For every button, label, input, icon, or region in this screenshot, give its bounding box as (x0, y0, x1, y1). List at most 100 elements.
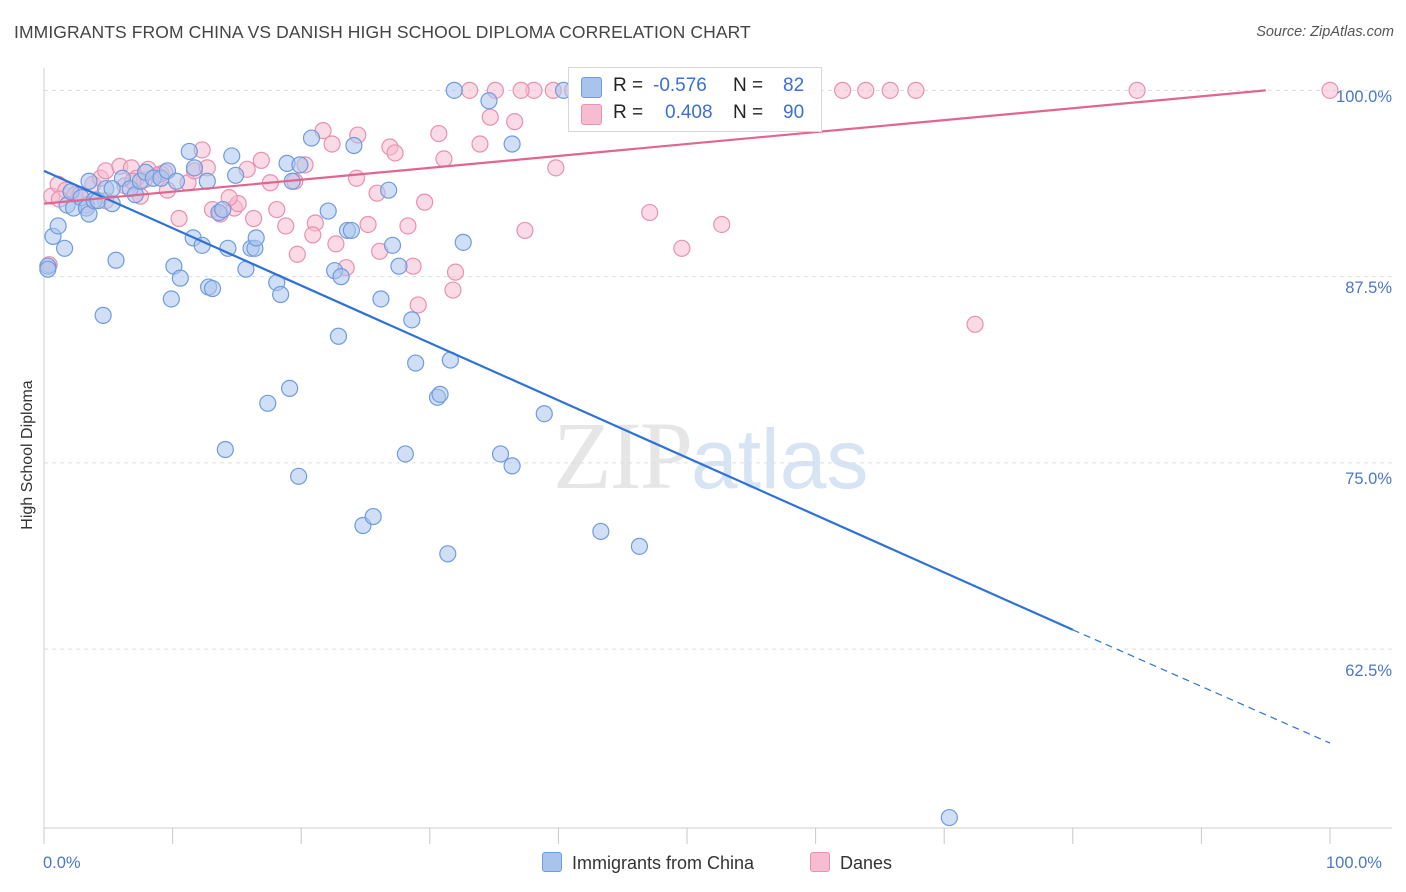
source-credit: Source: ZipAtlas.com (1256, 24, 1394, 40)
china-point (383, 236, 402, 254)
china-point (216, 440, 234, 459)
danes-point (881, 81, 899, 99)
r-value: 0.408 (665, 102, 713, 123)
china-point (223, 147, 241, 165)
china-point (503, 457, 521, 475)
danes-swatch (581, 104, 602, 125)
danes-point (471, 135, 489, 153)
danes-point (327, 235, 345, 253)
china-point (407, 354, 425, 372)
china-swatch (581, 77, 602, 98)
china-point (103, 180, 121, 198)
china-point (454, 233, 472, 251)
danes-point (416, 193, 434, 211)
china-point (39, 260, 57, 278)
china-point (364, 507, 382, 526)
china-point (281, 379, 299, 397)
danes-point (323, 135, 341, 153)
china-point (431, 385, 449, 403)
china-point (396, 445, 414, 463)
china-point (291, 156, 309, 174)
china-point (167, 172, 186, 190)
danes-point (304, 226, 322, 244)
danes-point (1128, 81, 1146, 99)
n-value: 90 (783, 102, 805, 123)
danes-point (386, 144, 404, 162)
watermark-zip: ZIP (553, 402, 693, 509)
n-value: 82 (783, 75, 805, 96)
china-point (180, 142, 198, 161)
china-point (332, 268, 350, 286)
r-label: R = (613, 75, 644, 96)
danes-point (347, 169, 366, 187)
zipatlas-watermark: ZIPatlas (553, 400, 868, 511)
china-trend-line (43, 169, 1074, 631)
danes-point (444, 281, 462, 299)
danes-point (245, 209, 263, 228)
china-point (342, 221, 360, 240)
danes-point (288, 245, 306, 263)
danes-point (834, 81, 852, 99)
x-tick-label: 0.0% (43, 854, 81, 872)
correlation-legend: R = -0.576 N = 82 R = 0.408 N = 90 (568, 67, 822, 132)
china-point (185, 159, 204, 177)
danes-point (481, 108, 499, 126)
china-point (503, 135, 521, 153)
y-tick-label: 87.5% (1345, 279, 1392, 297)
danes-point (857, 81, 875, 99)
danes-point (430, 124, 448, 143)
danes-point (516, 221, 534, 240)
x-tick-label: 100.0% (1326, 854, 1382, 872)
y-tick-label: 62.5% (1345, 662, 1392, 680)
china-point (162, 290, 180, 308)
china-point (94, 306, 112, 324)
danes-point (277, 217, 295, 235)
china-point (390, 257, 408, 275)
china-point (227, 166, 245, 184)
danes-swatch (810, 852, 830, 872)
r-value: -0.576 (653, 75, 707, 96)
china-legend-label: Immigrants from China (572, 853, 755, 873)
china-point (345, 136, 363, 155)
china-point (290, 467, 308, 485)
watermark-atlas: atlas (691, 412, 869, 506)
danes-point (512, 81, 530, 99)
danes-point (170, 209, 188, 228)
china-point (329, 327, 348, 345)
n-label: N = (733, 102, 764, 123)
china-point (592, 522, 610, 541)
danes-point (506, 113, 524, 131)
china-point (272, 285, 290, 304)
danes-point (461, 81, 479, 99)
china-point (214, 200, 232, 219)
danes-point (435, 150, 453, 168)
danes-trend-line (43, 89, 1266, 205)
china-swatch (542, 852, 562, 872)
china-point (171, 269, 189, 287)
y-tick-label: 75.0% (1345, 470, 1392, 488)
china-point (203, 279, 222, 298)
danes-point (547, 159, 565, 177)
danes-point (907, 81, 925, 99)
chart-title: IMMIGRANTS FROM CHINA VS DANISH HIGH SCH… (14, 22, 751, 42)
china-point (439, 545, 457, 563)
china-point (403, 311, 421, 329)
china-point (80, 172, 98, 190)
china-point (247, 229, 265, 247)
china-point (380, 181, 398, 199)
china-point (259, 394, 277, 412)
china-point (491, 445, 510, 463)
danes-point (399, 217, 417, 235)
bottom-legend-danes: Danes (810, 852, 892, 874)
china-point (535, 405, 553, 423)
china-point (445, 81, 463, 99)
danes-point (446, 263, 465, 281)
danes-point (268, 200, 286, 219)
r-label: R = (613, 102, 644, 123)
danes-point (1321, 81, 1339, 99)
china-point (107, 251, 125, 269)
china-point (480, 92, 498, 110)
china-point (319, 202, 337, 220)
danes-point (252, 151, 270, 169)
